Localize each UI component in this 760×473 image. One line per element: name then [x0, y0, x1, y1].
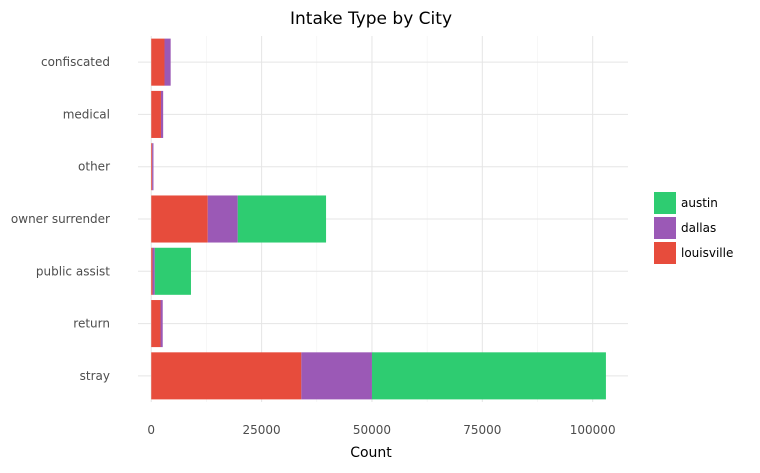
bar-louisville-medical	[151, 90, 161, 138]
y-tick-label: stray	[80, 369, 110, 383]
legend-swatch-dallas	[654, 217, 676, 239]
legend-label-austin: austin	[681, 196, 718, 210]
bar-austin-owner-surrender	[237, 195, 327, 243]
grid-layer	[138, 36, 628, 402]
bar-louisville-stray	[151, 352, 302, 400]
x-tick-label: 25000	[243, 423, 281, 437]
legend: austin dallas louisville	[654, 192, 733, 264]
bar-louisville-owner-surrender	[151, 195, 208, 243]
y-tick-label: medical	[63, 107, 110, 121]
bar-dallas-public-assist	[152, 247, 155, 295]
bar-louisville-confiscated	[151, 38, 165, 86]
legend-label-louisville: louisville	[681, 246, 733, 260]
y-tick-label: other	[78, 160, 110, 174]
bar-louisville-return	[151, 300, 161, 348]
x-tick-label: 75000	[463, 423, 501, 437]
x-tick-label: 50000	[353, 423, 391, 437]
bar-dallas-return	[160, 300, 163, 348]
bar-dallas-owner-surrender	[207, 195, 238, 243]
x-tick-label: 100000	[570, 423, 616, 437]
bar-dallas-other	[152, 143, 154, 191]
y-tick-label: owner surrender	[11, 212, 110, 226]
legend-swatch-austin	[654, 192, 676, 214]
bar-dallas-confiscated	[164, 38, 171, 86]
y-tick-labels: confiscated medical other owner surrender pu…	[11, 55, 110, 383]
x-tick-label: 0	[147, 423, 155, 437]
legend-swatch-louisville	[654, 242, 676, 264]
bar-layer	[151, 38, 606, 400]
x-tick-labels: 0 25000 50000 75000 100000	[147, 423, 615, 437]
bar-louisville-public-assist	[151, 247, 153, 295]
y-tick-label: return	[73, 317, 110, 331]
bar-dallas-stray	[301, 352, 372, 400]
bar-austin-public-assist	[154, 247, 191, 295]
bar-dallas-medical	[160, 90, 164, 138]
chart-title: Intake Type by City	[290, 9, 452, 29]
x-axis-title: Count	[350, 445, 392, 461]
bar-austin-stray	[371, 352, 606, 400]
legend-label-dallas: dallas	[681, 221, 716, 235]
y-tick-label: public assist	[36, 264, 110, 278]
y-tick-label: confiscated	[41, 55, 110, 69]
bar-louisville-other	[151, 143, 153, 191]
